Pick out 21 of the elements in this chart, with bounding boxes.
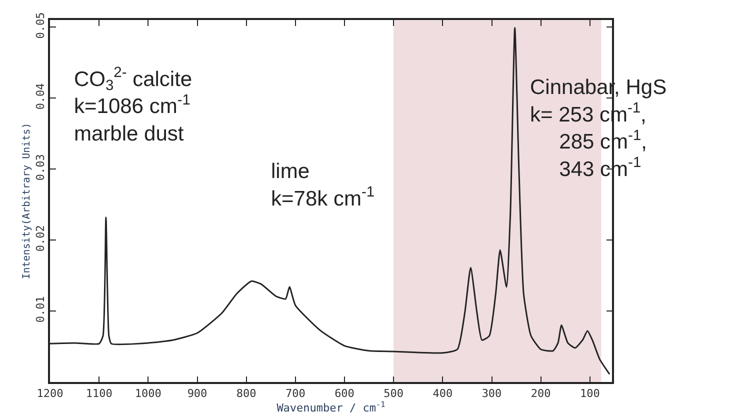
y-tick-label: 0.04: [34, 82, 47, 110]
x-axis-title: Wavenumber / cm$^{-1}$: [276, 400, 386, 415]
annotation: CO$_{3}$$^{2-}$ calcite k=1086 cm$^{-1}$ marble dust: [74, 65, 192, 146]
x-tick-label: 600: [334, 386, 354, 400]
x-tick-label: 400: [432, 386, 453, 400]
x-tick-label: 1200: [36, 386, 64, 400]
x-tick-label: 800: [236, 386, 256, 400]
x-tick-label: 1100: [86, 386, 112, 400]
x-tick-label: 300: [482, 386, 502, 400]
y-tick-label: 0.03: [34, 154, 47, 181]
x-tick-label: 500: [384, 386, 404, 400]
y-tick-label: 0.05: [34, 12, 47, 39]
y-tick-label: 0.02: [34, 225, 47, 252]
x-tick-label: 100: [580, 386, 600, 400]
x-tick-label: 700: [285, 386, 306, 400]
y-axis-title: Intensity(Arbitrary Units): [21, 122, 32, 280]
annotation: lime k=78k cm$^{-1}$: [271, 160, 375, 210]
y-tick-label: 0.01: [34, 296, 47, 323]
x-tick-label: 200: [530, 386, 551, 400]
x-tick-label: 1000: [134, 386, 162, 400]
x-tick-label: 900: [187, 386, 208, 400]
